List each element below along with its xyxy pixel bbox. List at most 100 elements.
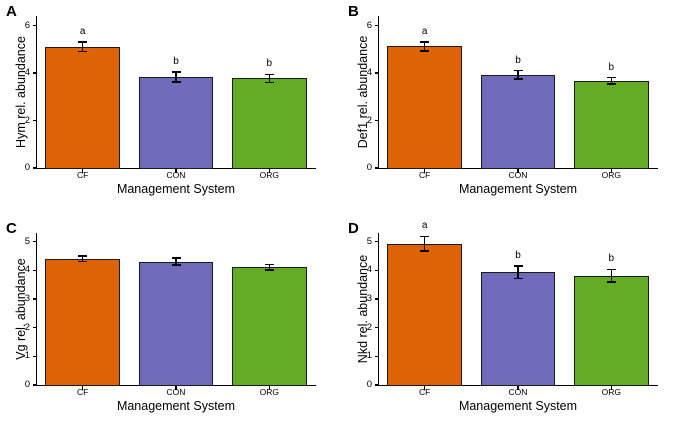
y-tick-label: 4 (366, 67, 372, 78)
y-axis-spine (378, 233, 380, 387)
bar-cf (387, 46, 462, 169)
error-bar-cap-lower (78, 50, 88, 53)
significance-letter: b (515, 54, 521, 66)
y-tick-label: 2 (24, 321, 30, 333)
y-tick-label: 0 (366, 162, 372, 173)
y-tick (32, 119, 36, 122)
x-tick (517, 386, 519, 390)
significance-letter: b (173, 56, 179, 68)
panel-b: B Def1 rel. abundance 0 2 4 6 a CF b CON b ORG Manag… (342, 0, 685, 217)
y-tick (374, 384, 378, 386)
y-tick-label: 2 (366, 114, 372, 126)
y-tick-label: 3 (24, 292, 30, 304)
error-bar-cap-lower (420, 50, 430, 52)
error-bar-line (517, 70, 519, 80)
panel-c: C Vg rel. abundance 0 1 2 3 4 5 CF CON ORG Manageme… (0, 217, 342, 433)
error-bar-cap-upper (420, 41, 430, 43)
x-tick (610, 386, 612, 390)
x-tick (268, 169, 270, 173)
error-bar-cap-lower (78, 260, 88, 263)
y-tick-label: 0 (366, 379, 372, 390)
bar-con (480, 272, 556, 386)
y-tick (32, 24, 36, 27)
x-tick (424, 386, 426, 390)
x-tick (610, 169, 612, 173)
y-axis-label: Vg rel. abundance (14, 258, 28, 360)
error-bar-cap-upper (78, 255, 88, 257)
error-bar-cap-lower (606, 281, 616, 283)
x-tick (175, 169, 177, 173)
x-axis-label: Management System (458, 182, 578, 196)
panel-label-d: D (348, 220, 359, 237)
y-axis-label: Nkd rel. abundance (356, 254, 370, 364)
x-tick (424, 169, 426, 173)
bar-cf (45, 46, 120, 169)
error-bar-line (175, 72, 177, 83)
y-tick (374, 119, 378, 122)
error-bar-line (268, 264, 271, 271)
y-tick-label: 5 (24, 235, 30, 247)
panel-label-c: C (6, 220, 17, 237)
y-tick (374, 72, 378, 74)
x-axis-label: Management System (458, 399, 578, 413)
y-axis-spine (36, 16, 38, 170)
bar-con (138, 261, 214, 386)
bar-con (138, 77, 214, 169)
error-bar-line (81, 42, 84, 52)
y-tick (374, 24, 378, 27)
error-bar-cap-upper (606, 268, 616, 271)
bar-cf (387, 243, 462, 386)
y-tick-label: 1 (366, 350, 372, 362)
y-tick-label: 0 (24, 379, 30, 390)
significance-letter: b (266, 58, 273, 70)
x-tick-label-cf: CF (76, 387, 89, 397)
y-tick (32, 384, 36, 386)
bar-org (232, 78, 307, 169)
panel-label-a: A (6, 3, 17, 20)
error-bar-line (175, 258, 177, 266)
error-bar-cap-upper (264, 73, 274, 76)
y-tick (32, 72, 36, 74)
error-bar-line (517, 265, 519, 279)
x-tick (82, 386, 84, 390)
y-tick (32, 269, 36, 271)
error-bar-line (610, 77, 613, 85)
significance-letter: b (515, 249, 521, 261)
y-tick (374, 327, 378, 329)
error-bar-cap-upper (264, 263, 274, 266)
y-axis-spine (36, 233, 38, 387)
error-bar-cap-lower (171, 81, 181, 84)
x-tick (517, 169, 519, 173)
y-tick (374, 167, 378, 169)
error-bar-cap-lower (606, 83, 616, 85)
y-tick-label: 6 (24, 19, 30, 31)
x-tick (268, 386, 270, 390)
error-bar-cap-upper (171, 71, 181, 74)
y-tick-label: 1 (24, 350, 30, 362)
y-tick (374, 269, 378, 271)
error-bar-cap-upper (513, 265, 523, 267)
error-bar-cap-upper (420, 235, 430, 238)
x-tick-label-org: ORG (601, 170, 622, 180)
panel-d: D Nkd rel. abundance 0 1 2 3 4 5 a CF b CON b ORG Mana… (342, 217, 685, 433)
significance-letter: a (421, 220, 428, 232)
x-tick-label-cf: CF (418, 387, 431, 397)
x-tick-label-cf: CF (418, 170, 431, 180)
bar-org (574, 80, 649, 169)
y-tick-label: 2 (366, 321, 372, 333)
x-tick-label-con: CON (166, 387, 186, 397)
x-tick-label-cf: CF (76, 170, 89, 180)
x-tick-label-con: CON (166, 170, 186, 180)
y-tick (32, 355, 36, 357)
error-bar-line (610, 269, 613, 283)
x-axis-label: Management System (116, 399, 236, 413)
error-bar-cap-upper (606, 76, 616, 79)
error-bar-line (423, 41, 426, 51)
significance-letter: a (79, 26, 86, 38)
error-bar-line (268, 74, 271, 83)
error-bar-cap-lower (420, 249, 430, 252)
panel-a: A Hym rel. abundance 0 2 4 6 a CF b CON b ORG Manage… (0, 0, 342, 217)
y-tick-label: 5 (366, 235, 372, 247)
x-axis-label: Management System (116, 182, 236, 196)
